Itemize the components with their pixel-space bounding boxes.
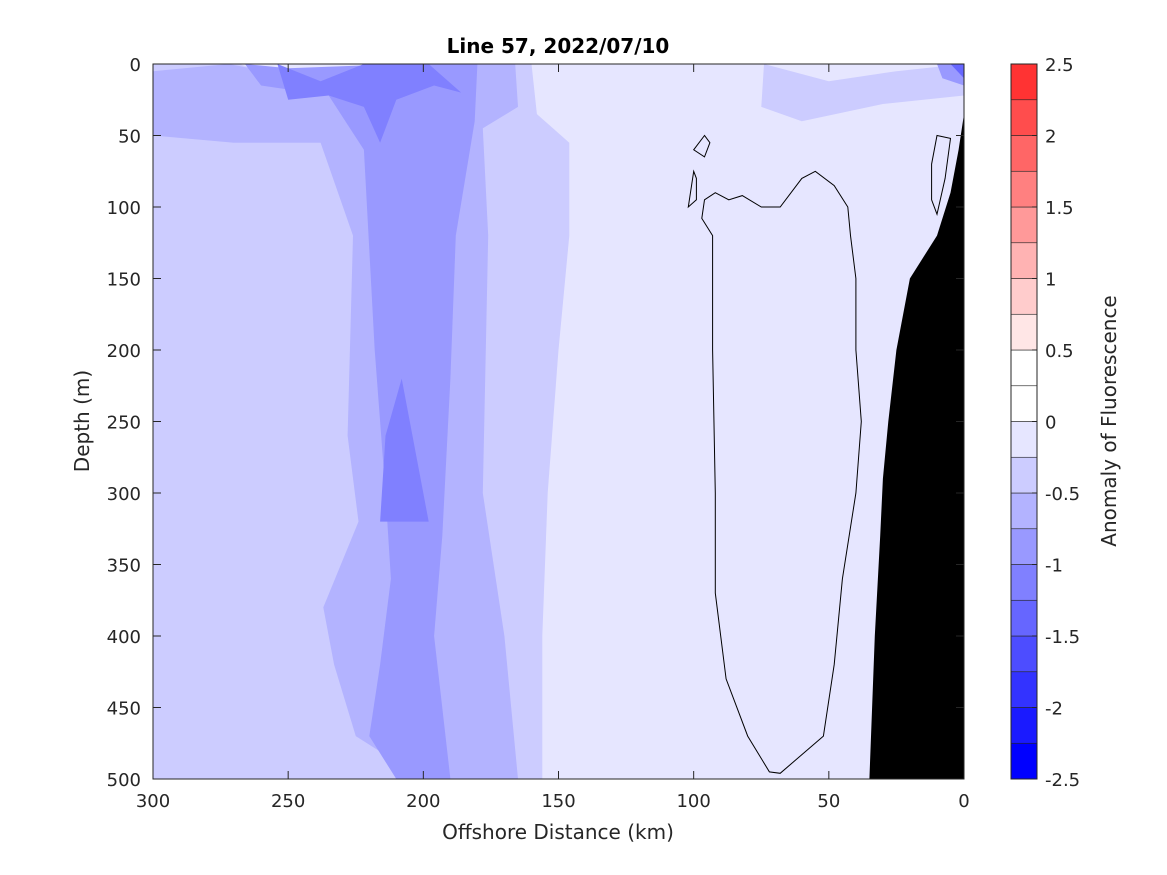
y-tick-label: 350 bbox=[107, 556, 141, 577]
contour-zero-contour-main bbox=[701, 170, 862, 774]
colorbar-tick-label: 1 bbox=[1045, 270, 1056, 291]
contour-zero-contour-nearshore bbox=[931, 134, 952, 216]
region-core-deep bbox=[380, 378, 429, 522]
colorbar-tick-label: 0 bbox=[1045, 413, 1056, 434]
colorbar-ticks: 2.5 2 1.5 1 0.5 0 -0.5 -1 -1.5 -2 -2.5 bbox=[1032, 55, 1080, 791]
colorbar-tick-label: -1 bbox=[1045, 556, 1063, 577]
y-tick-label: 50 bbox=[118, 127, 141, 148]
colorbar-band bbox=[1010, 313, 1038, 351]
colorbar-band bbox=[1010, 456, 1038, 494]
colorbar-band bbox=[1010, 206, 1038, 244]
y-tick-label: 250 bbox=[107, 413, 141, 434]
colorbar-tick-label: -2 bbox=[1045, 699, 1063, 720]
colorbar-band bbox=[1010, 492, 1038, 530]
colorbar-tick-label: -0.5 bbox=[1045, 484, 1080, 505]
colorbar-band bbox=[1010, 564, 1038, 601]
colorbar: 2.5 2 1.5 1 0.5 0 -0.5 -1 -1.5 -2 -2.5 bbox=[1010, 55, 1080, 791]
y-tick-label: 150 bbox=[107, 270, 141, 291]
contour-lines bbox=[687, 134, 952, 774]
colorbar-bands bbox=[1010, 63, 1038, 780]
colorbar-band bbox=[1010, 599, 1038, 637]
colorbar-band bbox=[1010, 742, 1038, 780]
y-tick-label: 0 bbox=[130, 55, 141, 76]
colorbar-label: Anomaly of Fluorescence bbox=[1097, 295, 1121, 546]
plot-title: Line 57, 2022/07/10 bbox=[447, 34, 670, 58]
x-axis-label: Offshore Distance (km) bbox=[442, 820, 674, 844]
colorbar-band bbox=[1010, 278, 1038, 315]
colorbar-band bbox=[1010, 170, 1038, 208]
colorbar-band bbox=[1010, 242, 1038, 279]
colorbar-band bbox=[1010, 135, 1038, 172]
contour-zero-contour-small-2 bbox=[687, 169, 697, 209]
colorbar-tick-label: 2.5 bbox=[1045, 55, 1074, 76]
region-seafloor bbox=[869, 114, 964, 780]
y-tick-label: 100 bbox=[107, 198, 141, 219]
colorbar-band bbox=[1010, 421, 1038, 458]
y-axis-label: Depth (m) bbox=[70, 370, 94, 472]
colorbar-band bbox=[1010, 707, 1038, 744]
y-axis-ticks: 0 50 100 150 200 250 300 350 400 450 500 bbox=[107, 55, 964, 791]
colorbar-tick-label: 0.5 bbox=[1045, 341, 1074, 362]
colorbar-band bbox=[1010, 99, 1038, 136]
colorbar-band bbox=[1010, 385, 1038, 422]
colorbar-band bbox=[1010, 349, 1038, 387]
plot-area bbox=[152, 63, 965, 780]
colorbar-band bbox=[1010, 635, 1038, 673]
filled-contours bbox=[153, 64, 964, 780]
colorbar-tick-label: 1.5 bbox=[1045, 198, 1074, 219]
x-tick-label: 150 bbox=[541, 791, 575, 812]
colorbar-tick-label: -1.5 bbox=[1045, 627, 1080, 648]
colorbar-tick-label: 2 bbox=[1045, 127, 1056, 148]
region-core-offshore-2 bbox=[244, 64, 478, 779]
y-tick-label: 450 bbox=[107, 699, 141, 720]
region-nearshore-patch-2 bbox=[950, 64, 964, 79]
x-tick-label: 250 bbox=[271, 791, 305, 812]
x-axis-ticks: 300 250 200 150 100 50 0 bbox=[136, 64, 970, 812]
colorbar-band bbox=[1010, 528, 1038, 565]
colorbar-band bbox=[1010, 671, 1038, 708]
region-band-shelf bbox=[761, 64, 964, 122]
y-tick-label: 400 bbox=[107, 627, 141, 648]
y-tick-label: 200 bbox=[107, 341, 141, 362]
contour-zero-contour-small-1 bbox=[692, 134, 711, 158]
colorbar-band bbox=[1010, 63, 1038, 101]
y-tick-label: 300 bbox=[107, 484, 141, 505]
region-core-offshore-3 bbox=[277, 64, 462, 143]
colorbar-tick-label: -2.5 bbox=[1045, 770, 1080, 791]
x-tick-label: 50 bbox=[817, 791, 840, 812]
x-tick-label: 200 bbox=[406, 791, 440, 812]
y-tick-label: 500 bbox=[107, 770, 141, 791]
x-tick-label: 300 bbox=[136, 791, 170, 812]
x-tick-label: 0 bbox=[958, 791, 969, 812]
x-tick-label: 100 bbox=[676, 791, 710, 812]
